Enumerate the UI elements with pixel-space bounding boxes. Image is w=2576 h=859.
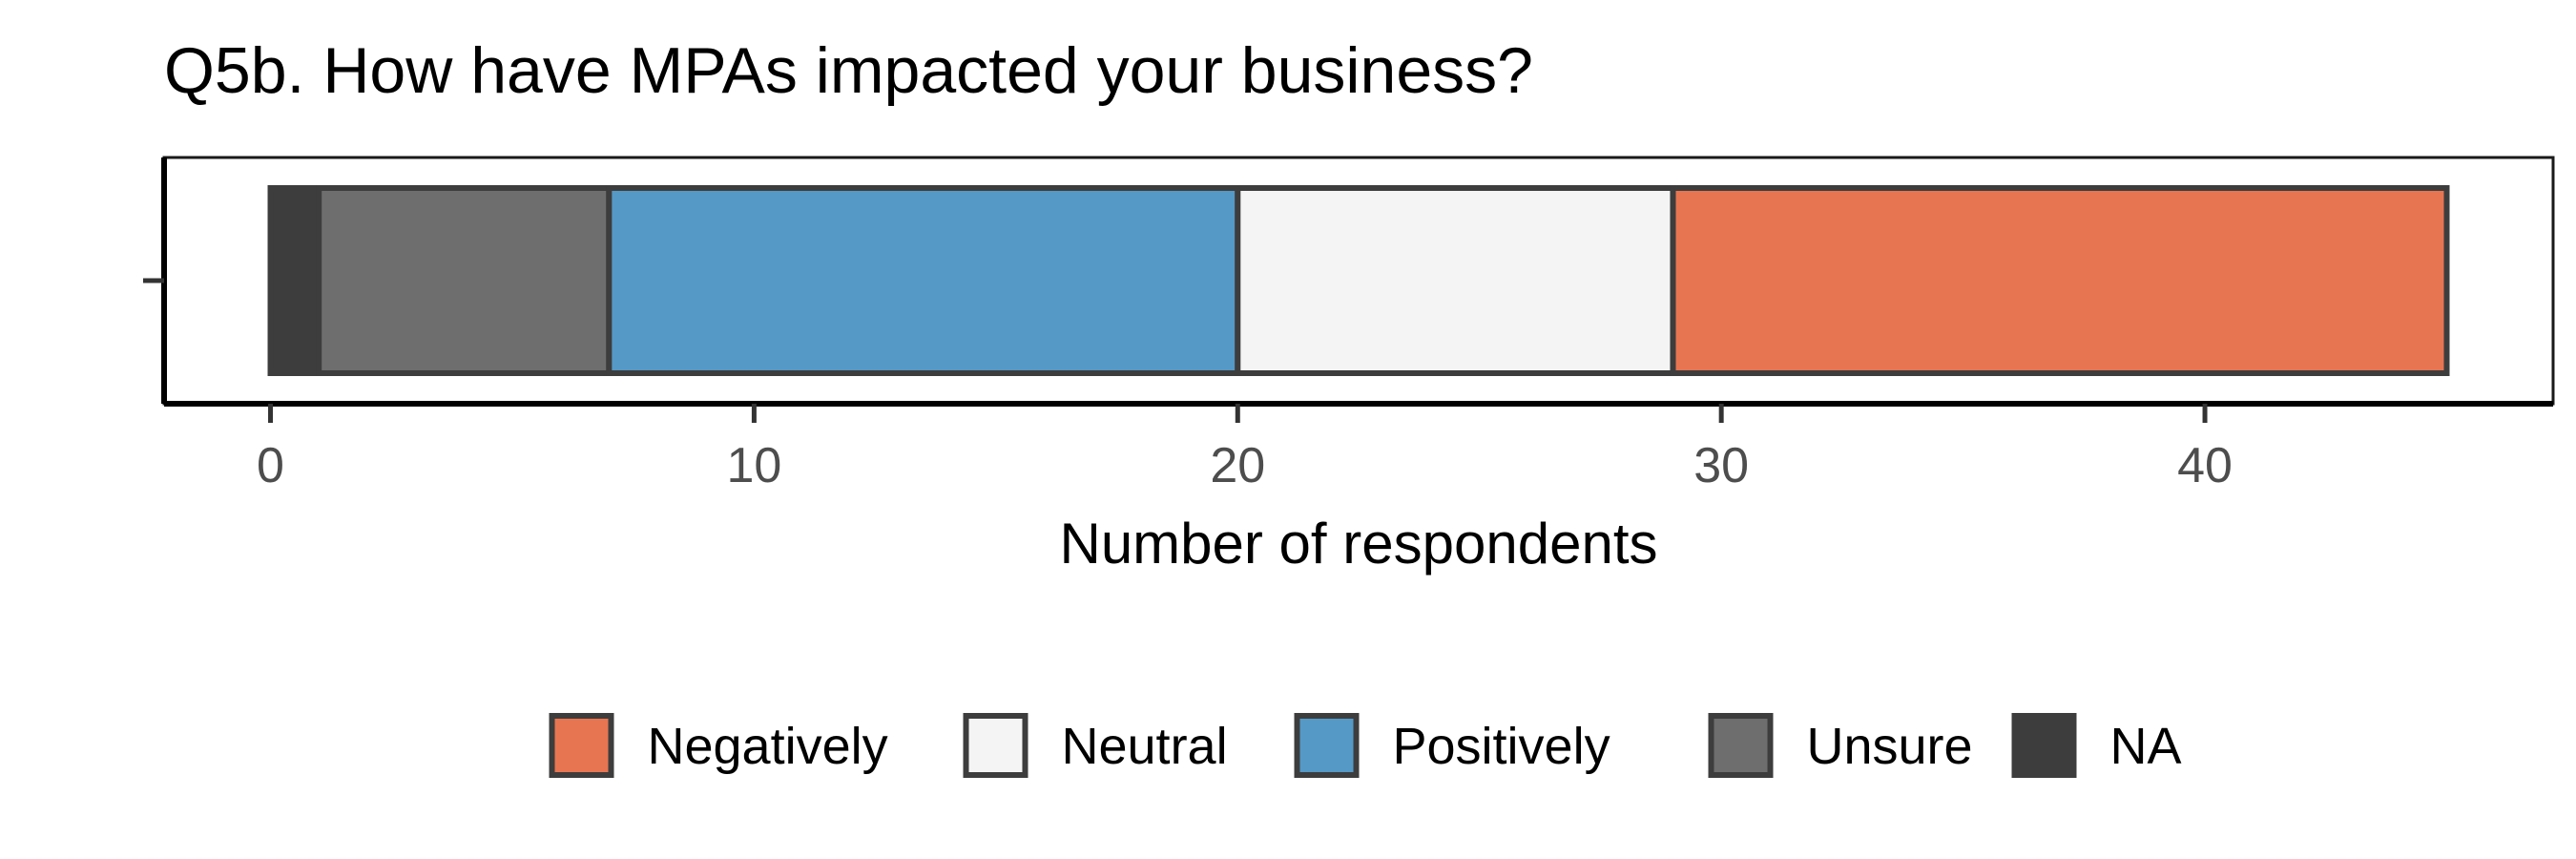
legend-key-unsure bbox=[1708, 713, 1774, 778]
legend-key-negatively bbox=[549, 713, 614, 778]
bar-na bbox=[267, 185, 322, 376]
legend-label-unsure: Unsure bbox=[1807, 718, 1973, 775]
legend-key-neutral bbox=[963, 713, 1028, 778]
legend-key-na bbox=[2011, 713, 2077, 778]
chart-title: Q5b. How have MPAs impacted your busines… bbox=[164, 34, 1533, 107]
legend-label-na: NA bbox=[2110, 718, 2182, 775]
bar-unsure bbox=[316, 185, 613, 376]
bar-segments bbox=[267, 185, 2450, 376]
bar-negatively bbox=[1670, 185, 2450, 376]
x-tick-label: 20 bbox=[1210, 438, 1265, 493]
x-tick-label: 30 bbox=[1693, 438, 1749, 493]
legend-label-neutral: Neutral bbox=[1062, 718, 1228, 775]
legend-key-positively bbox=[1294, 713, 1360, 778]
bar-positively bbox=[606, 185, 1241, 376]
x-axis-title: Number of respondents bbox=[1059, 512, 1657, 576]
x-tick-label: 40 bbox=[2177, 438, 2233, 493]
x-tick-label: 10 bbox=[726, 438, 781, 493]
legend: Negatively Neutral Positively Unsure NA bbox=[549, 713, 2182, 778]
x-axis-ticks: 0 10 20 30 40 bbox=[257, 404, 2233, 493]
legend-label-positively: Positively bbox=[1393, 718, 1610, 775]
legend-label-negatively: Negatively bbox=[648, 718, 888, 775]
bar-neutral bbox=[1235, 185, 1676, 376]
x-tick-label: 0 bbox=[257, 438, 284, 493]
